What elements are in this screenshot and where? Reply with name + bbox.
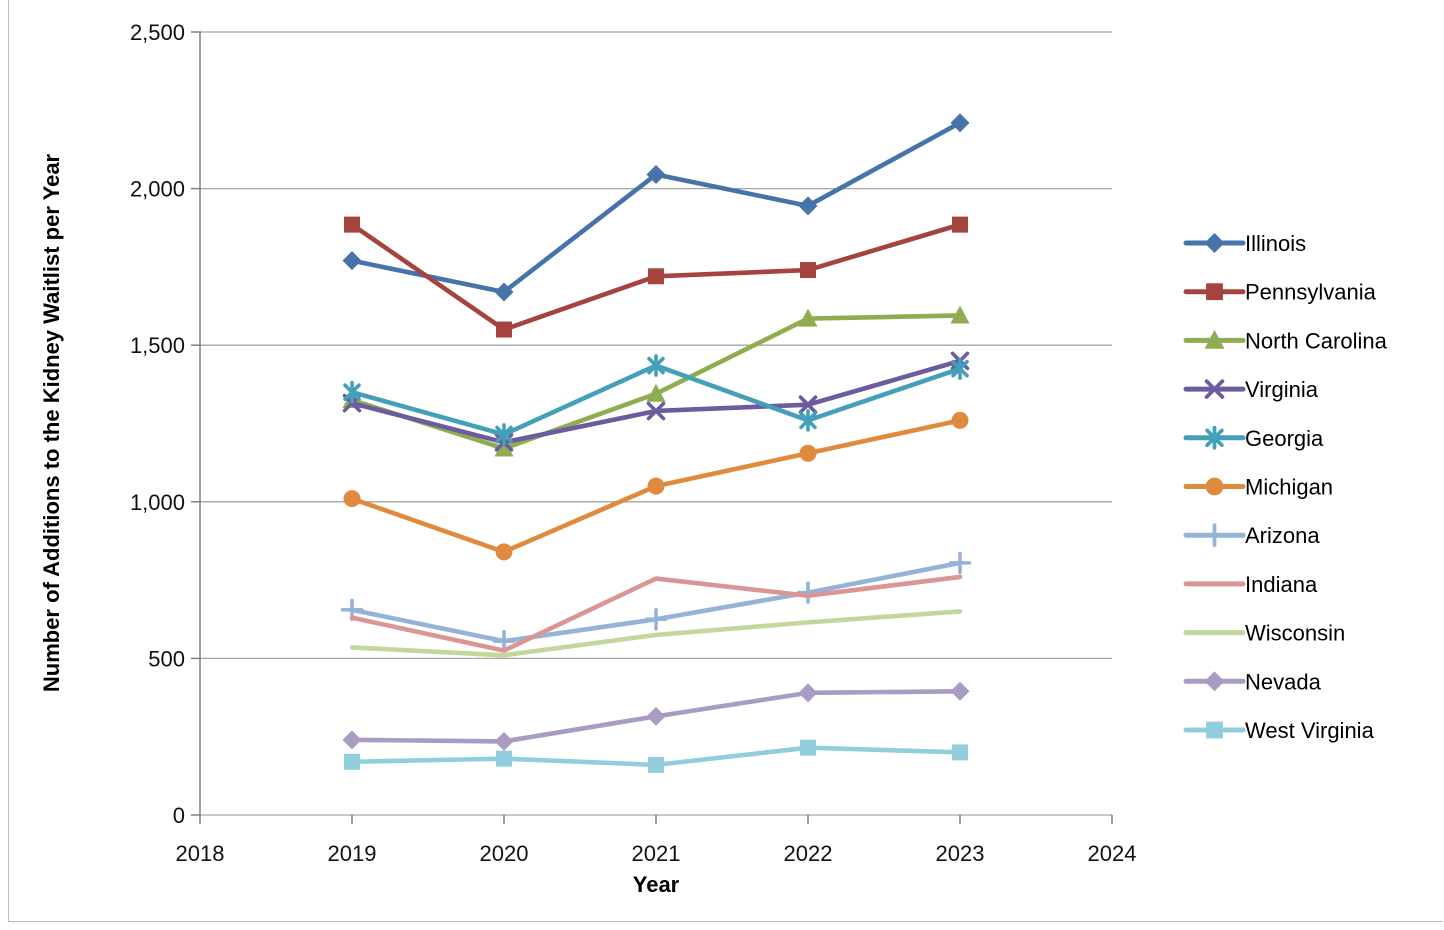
legend-item-north-carolina: North Carolina bbox=[1183, 328, 1388, 353]
x-tick-label: 2020 bbox=[480, 841, 529, 866]
circle-marker bbox=[1205, 477, 1224, 496]
series-pennsylvania bbox=[344, 216, 968, 338]
series-illinois bbox=[342, 113, 970, 302]
y-tick-label: 0 bbox=[173, 803, 185, 828]
legend-item-virginia: Virginia bbox=[1183, 377, 1319, 402]
triangle-marker bbox=[494, 438, 514, 457]
triangle-marker bbox=[950, 305, 970, 324]
x-marker bbox=[646, 401, 666, 421]
legend-item-illinois: Illinois bbox=[1183, 231, 1306, 256]
diamond-marker bbox=[646, 706, 666, 726]
circle-marker bbox=[799, 444, 817, 462]
diamond-marker bbox=[798, 683, 818, 703]
diamond-marker bbox=[950, 113, 970, 133]
square-marker bbox=[952, 744, 968, 761]
legend-item-indiana: Indiana bbox=[1183, 572, 1318, 597]
legend-label: Indiana bbox=[1245, 572, 1318, 597]
series-north-carolina bbox=[342, 305, 970, 457]
series-line-wisconsin bbox=[349, 609, 963, 658]
diamond-marker bbox=[1204, 233, 1225, 253]
diamond-marker bbox=[342, 730, 362, 750]
square-marker bbox=[1206, 721, 1223, 739]
legend-label: Pennsylvania bbox=[1245, 280, 1377, 305]
circle-marker bbox=[343, 490, 361, 508]
x-marker bbox=[1204, 379, 1225, 399]
diamond-marker bbox=[494, 282, 514, 302]
triangle-marker bbox=[798, 308, 818, 327]
square-marker bbox=[800, 739, 816, 756]
x-tick-label: 2023 bbox=[936, 841, 985, 866]
legend-label: Virginia bbox=[1245, 377, 1319, 402]
y-tick-label: 1,000 bbox=[130, 490, 185, 515]
legend-item-wisconsin: Wisconsin bbox=[1183, 621, 1345, 646]
x-tick-label: 2019 bbox=[328, 841, 377, 866]
circle-marker bbox=[495, 543, 513, 561]
legend-item-michigan: Michigan bbox=[1183, 475, 1333, 500]
legend-label: West Virginia bbox=[1245, 718, 1375, 743]
x-tick-label: 2018 bbox=[176, 841, 225, 866]
series-wisconsin bbox=[349, 609, 963, 658]
legend-label: Wisconsin bbox=[1245, 621, 1345, 646]
square-marker bbox=[648, 268, 664, 285]
y-tick-label: 2,000 bbox=[130, 177, 185, 202]
square-marker bbox=[496, 321, 512, 338]
square-marker bbox=[344, 216, 360, 233]
y-tick-label: 2,500 bbox=[130, 20, 185, 45]
legend-label: Michigan bbox=[1245, 475, 1333, 500]
y-tick-label: 1,500 bbox=[130, 333, 185, 358]
diamond-marker bbox=[342, 251, 362, 271]
series-georgia bbox=[343, 354, 969, 446]
y-tick-label: 500 bbox=[148, 646, 185, 671]
circle-marker bbox=[647, 477, 665, 495]
square-marker bbox=[800, 262, 816, 279]
legend-item-west-virginia: West Virginia bbox=[1183, 718, 1375, 743]
square-marker bbox=[496, 750, 512, 767]
x-tick-label: 2022 bbox=[784, 841, 833, 866]
series-line-illinois bbox=[349, 120, 963, 295]
legend-label: North Carolina bbox=[1245, 328, 1388, 353]
diamond-marker bbox=[950, 681, 970, 701]
x-tick-label: 2024 bbox=[1088, 841, 1137, 866]
series-line-indiana bbox=[349, 574, 963, 653]
series-nevada bbox=[342, 681, 970, 751]
legend-item-arizona: Arizona bbox=[1183, 523, 1320, 548]
square-marker bbox=[952, 216, 968, 233]
triangle-marker bbox=[646, 383, 666, 402]
y-axis-title: Number of Additions to the Kidney Waitli… bbox=[39, 153, 64, 693]
x-axis-title: Year bbox=[632, 872, 680, 897]
square-marker bbox=[648, 756, 664, 773]
series-michigan bbox=[343, 411, 969, 561]
series-indiana bbox=[349, 574, 963, 653]
legend-item-nevada: Nevada bbox=[1183, 669, 1322, 694]
legend-label: Illinois bbox=[1245, 231, 1306, 256]
legend-label: Georgia bbox=[1245, 426, 1324, 451]
x-marker bbox=[798, 395, 818, 415]
circle-marker bbox=[951, 411, 969, 429]
legend-label: Arizona bbox=[1245, 523, 1320, 548]
diamond-marker bbox=[798, 196, 818, 216]
diamond-marker bbox=[646, 165, 666, 185]
square-marker bbox=[1206, 283, 1223, 301]
square-marker bbox=[344, 753, 360, 770]
triangle-marker bbox=[1204, 329, 1225, 349]
legend-item-pennsylvania: Pennsylvania bbox=[1183, 280, 1377, 305]
series-arizona bbox=[340, 551, 972, 653]
legend-label: Nevada bbox=[1245, 669, 1322, 694]
legend-item-georgia: Georgia bbox=[1183, 426, 1324, 451]
series-west-virginia bbox=[344, 739, 968, 773]
diamond-marker bbox=[494, 731, 514, 751]
window-frame bbox=[8, 0, 1443, 922]
diamond-marker bbox=[1204, 671, 1225, 692]
x-tick-label: 2021 bbox=[632, 841, 681, 866]
